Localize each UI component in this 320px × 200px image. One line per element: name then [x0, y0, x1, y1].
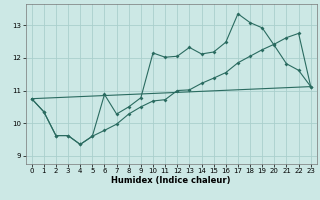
X-axis label: Humidex (Indice chaleur): Humidex (Indice chaleur): [111, 176, 231, 185]
